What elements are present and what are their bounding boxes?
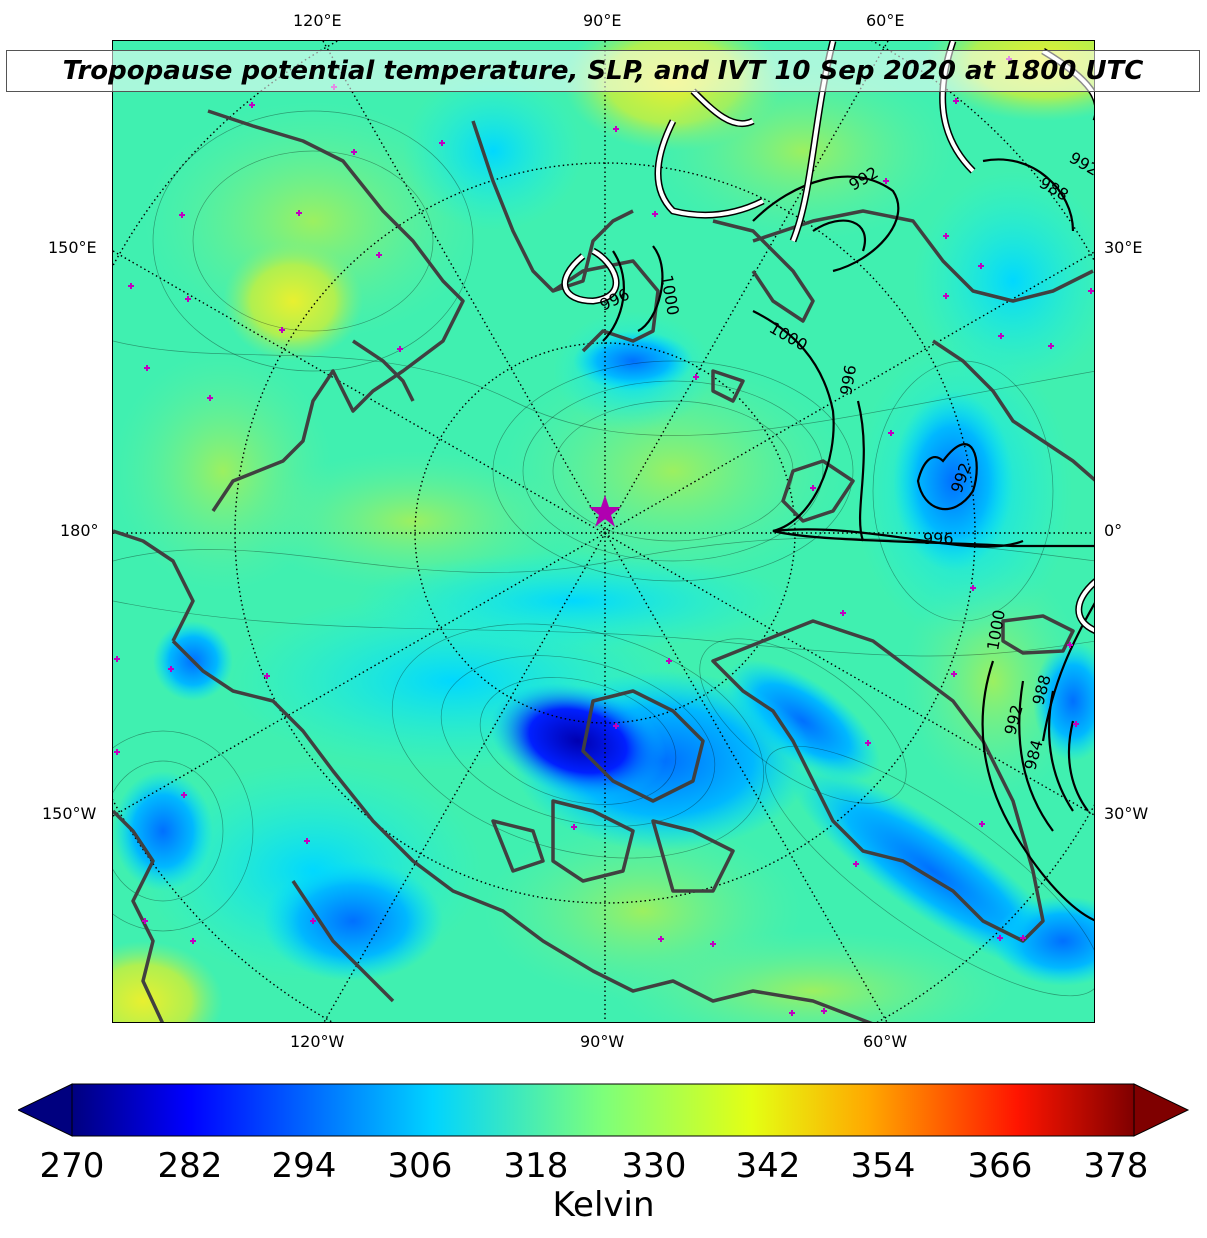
lon-label-right-30w: 30°W — [1104, 804, 1149, 823]
slp-label: 996 — [923, 529, 954, 548]
colorbar-tick: 270 — [39, 1146, 105, 1186]
north-pole-star — [589, 495, 621, 527]
colorbar-tick: 318 — [503, 1146, 569, 1186]
colorbar-tick: 282 — [157, 1146, 223, 1186]
colorbar-tick: 330 — [621, 1146, 687, 1186]
lon-label-top-60e: 60°E — [866, 11, 905, 30]
lon-label-left-150e: 150°E — [48, 238, 97, 257]
colorbar-tick: 342 — [735, 1146, 801, 1186]
lon-label-left-180: 180° — [60, 521, 99, 540]
map-panel: 1000 996 1000 992 988 992 996 992 996 10… — [112, 40, 1095, 1023]
lon-label-bottom-90w: 90°W — [580, 1032, 625, 1051]
lon-label-left-150w: 150°W — [42, 804, 97, 823]
colorbar-tick: 378 — [1083, 1146, 1149, 1186]
colorbar-tick: 306 — [387, 1146, 453, 1186]
colorbar — [18, 1083, 1190, 1137]
lon-label-bottom-120w: 120°W — [290, 1032, 345, 1051]
lon-label-top-90e: 90°E — [583, 11, 622, 30]
map-title: Tropopause potential temperature, SLP, a… — [6, 50, 1200, 92]
slp-contours — [602, 158, 1094, 922]
lon-label-right-30e: 30°E — [1104, 238, 1143, 257]
lon-label-top-120e: 120°E — [293, 11, 342, 30]
lon-label-bottom-60w: 60°W — [863, 1032, 908, 1051]
colorbar-label: Kelvin — [552, 1185, 655, 1225]
map-canvas: 1000 996 1000 992 988 992 996 992 996 10… — [113, 41, 1094, 1022]
colorbar-tick: 294 — [271, 1146, 337, 1186]
lon-label-right-0: 0° — [1104, 521, 1123, 540]
station-markers — [114, 56, 1094, 1016]
colorbar-tick: 354 — [850, 1146, 916, 1186]
colorbar-tick: 366 — [967, 1146, 1033, 1186]
graticule — [113, 41, 1094, 1022]
